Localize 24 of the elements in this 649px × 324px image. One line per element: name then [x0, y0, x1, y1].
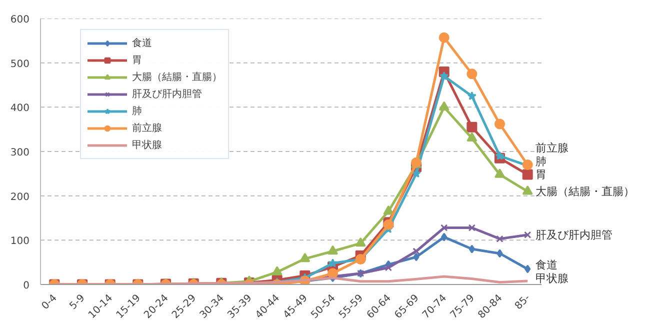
y-tick-label: 100 — [10, 236, 30, 248]
legend-label: 肺 — [132, 104, 143, 118]
legend-label: 前立腺 — [132, 122, 162, 135]
legend-label: 大腸（結腸・直腸） — [132, 70, 222, 84]
legend-label: 肝及び肝内胆管 — [132, 88, 202, 101]
text: 前立腺 — [536, 141, 569, 154]
text: 甲状腺 — [536, 272, 569, 285]
y-tick-label: 600 — [10, 14, 30, 26]
text: 大腸（結腸・直腸） — [536, 184, 635, 198]
y-tick-label: 500 — [10, 58, 30, 70]
y-tick-label: 0 — [23, 280, 30, 292]
legend-label: 胃 — [132, 54, 143, 67]
text: 食道 — [536, 258, 558, 272]
text: 肝及び肝内胆管 — [536, 228, 613, 242]
y-tick-label: 300 — [10, 148, 30, 158]
y-tick-label: 200 — [10, 192, 30, 203]
text: 肺 — [536, 154, 547, 168]
y-tick-label: 400 — [10, 103, 30, 114]
legend-label: 甲状腺 — [132, 138, 162, 152]
text: 胃 — [536, 168, 547, 182]
x-tick-label: 0-4 — [40, 292, 60, 312]
legend-label: 食道 — [132, 37, 152, 50]
x-tick-label: 5-9 — [68, 292, 88, 312]
x-tick-label: 85- — [513, 292, 533, 312]
